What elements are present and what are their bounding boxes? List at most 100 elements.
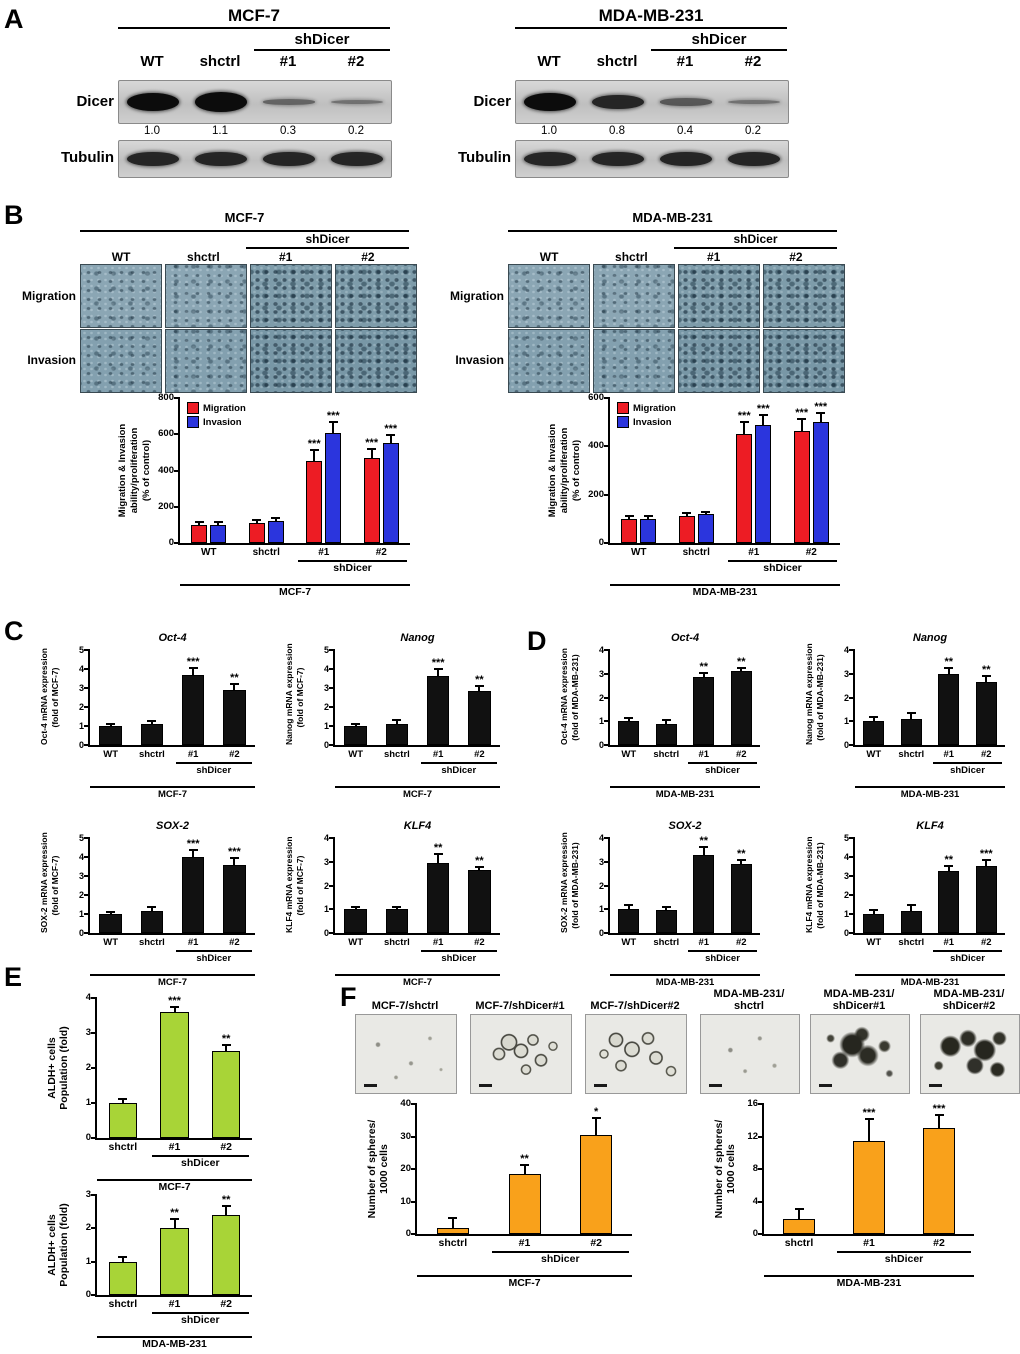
xlab: #1 <box>432 937 444 948</box>
eline <box>872 718 875 722</box>
b-mcf7-shdicer-label: shDicer <box>305 232 350 246</box>
eline <box>109 724 112 726</box>
star: *** <box>814 401 828 414</box>
ecap <box>448 1217 458 1220</box>
a-mda-shdicer-underline <box>651 49 787 51</box>
micrograph-mcf7-migration-shctrl <box>165 264 247 328</box>
ytick <box>604 932 610 934</box>
ctitle: Oct-4 <box>670 632 700 644</box>
chart-klf4-mcf7: KLF4 KLF4 mRNA expression (fold of MCF-7) 0… <box>284 820 500 988</box>
ecap <box>864 1118 874 1121</box>
bline <box>491 1251 629 1253</box>
ecap <box>271 517 281 520</box>
lane-label: #1 <box>676 53 694 70</box>
ecap <box>816 412 826 415</box>
star: ** <box>221 1193 231 1206</box>
legend-label: Migration <box>203 402 246 414</box>
yticklab: 1 <box>598 904 604 915</box>
bline <box>420 762 497 764</box>
ytick <box>604 908 610 911</box>
star: *** <box>431 656 445 669</box>
yticklab: 400 <box>588 440 604 452</box>
eline <box>150 721 153 725</box>
bline <box>151 1155 249 1157</box>
xlab: #1 <box>168 1298 181 1310</box>
bar <box>655 910 677 933</box>
yticklab: 4 <box>752 1195 758 1207</box>
eline <box>150 908 153 912</box>
lane-label: WT <box>111 250 131 264</box>
ecap <box>758 413 768 416</box>
ecap <box>682 511 692 514</box>
ytick <box>329 744 335 746</box>
eline <box>332 422 335 433</box>
ylab: ALDH+ cells Population (fold) <box>46 1203 70 1287</box>
ctitle: Oct-4 <box>158 632 187 644</box>
bline <box>97 1179 252 1181</box>
ecap <box>869 909 879 912</box>
yticklab: 4 <box>843 645 849 655</box>
eline <box>685 513 688 516</box>
xlab: #1 <box>698 749 710 760</box>
star: ** <box>944 655 954 668</box>
eline <box>121 1258 124 1262</box>
ecap <box>147 719 157 722</box>
eline <box>173 1007 176 1012</box>
ecap <box>981 675 991 678</box>
b-mcf7-migration-images <box>80 264 417 328</box>
ctitle: Nanog <box>400 632 435 644</box>
xlab: WT <box>103 937 119 948</box>
bar <box>900 718 922 745</box>
ecap <box>433 667 443 670</box>
ecap <box>221 1204 231 1207</box>
eline <box>395 907 398 910</box>
ecap <box>188 849 198 852</box>
ecap <box>170 1005 179 1008</box>
ytick <box>91 997 97 999</box>
yticklab: 400 <box>158 464 174 476</box>
ecap <box>309 449 319 452</box>
xlab: WT <box>630 547 647 558</box>
sphere-image-mda-shdicer1 <box>810 1014 910 1094</box>
band <box>127 93 179 111</box>
eline <box>800 420 803 432</box>
bline <box>610 974 760 976</box>
eline <box>233 685 236 690</box>
ytick <box>84 744 90 746</box>
yticklab: 20 <box>400 1163 411 1174</box>
ytick <box>91 1227 97 1230</box>
lane-label: shctrl <box>615 250 648 264</box>
band <box>592 151 644 167</box>
bline <box>180 584 410 586</box>
yticklab: 4 <box>843 852 849 862</box>
ytick <box>84 687 90 689</box>
b-mcf7-title-underline <box>80 230 409 232</box>
ytick <box>604 445 610 448</box>
yticklab: 800 <box>158 392 174 403</box>
ylab: SOX-2 mRNA expression (fold of MCF-7) <box>39 832 60 933</box>
legend-label: Invasion <box>203 416 242 428</box>
eline <box>109 913 112 914</box>
xlab: shctrl <box>383 749 410 760</box>
blab: MDA-MB-231 <box>900 789 960 800</box>
bline <box>175 762 252 764</box>
ecap <box>194 521 204 524</box>
b-mda-lane-labels: WT shctrl #1 #2 <box>508 250 837 264</box>
sphere-image-mda-shdicer2 <box>920 1014 1020 1094</box>
bline <box>151 1312 249 1314</box>
ytick <box>849 913 855 915</box>
b-mcf7-lane-labels: WT shctrl #1 #2 <box>80 250 409 264</box>
yticklab: 0 <box>78 928 84 938</box>
ytick <box>174 469 180 472</box>
eline <box>627 906 630 910</box>
star: ** <box>475 854 484 867</box>
star: *** <box>737 409 751 422</box>
eline <box>743 422 746 435</box>
bar <box>181 857 205 933</box>
blab: MDA-MB-231 <box>836 1277 902 1289</box>
yticklab: 2 <box>598 880 604 891</box>
ecap <box>934 1114 944 1117</box>
bline <box>420 950 497 952</box>
xlab: shctrl <box>653 749 680 760</box>
star: ** <box>170 1207 179 1219</box>
